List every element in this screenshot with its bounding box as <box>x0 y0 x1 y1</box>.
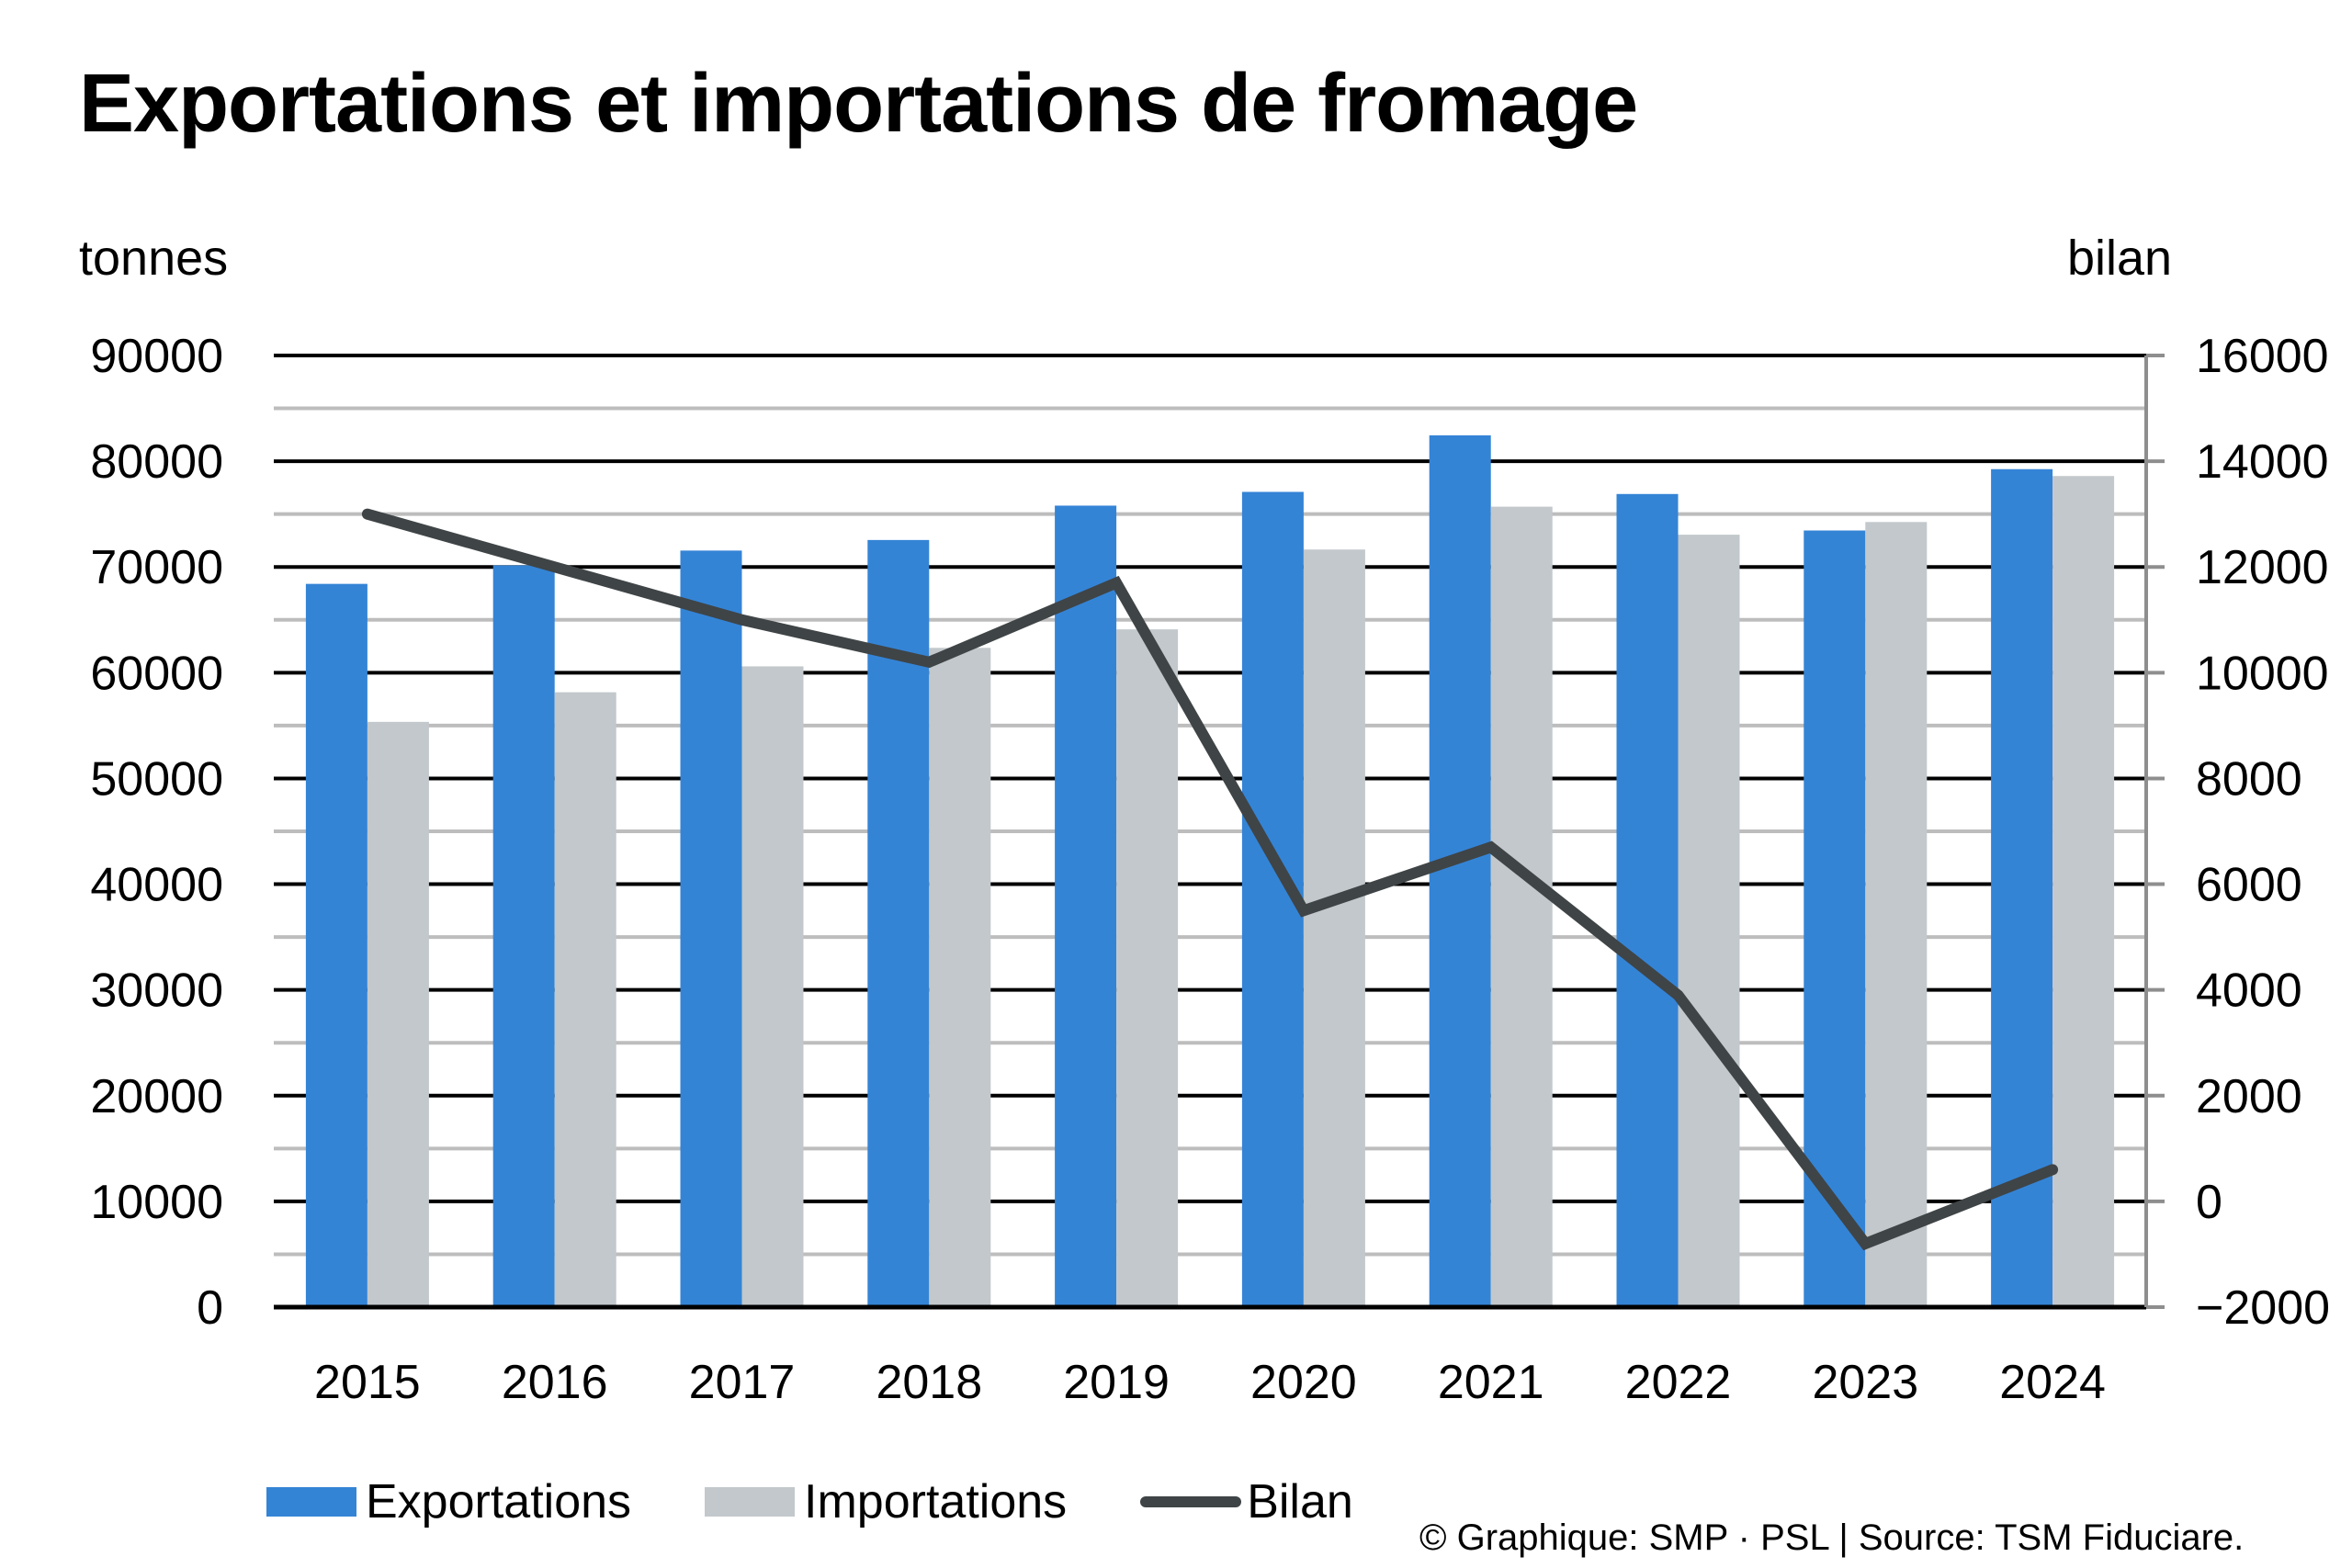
left-tick-label: 50000 <box>90 752 223 806</box>
x-tick-label-2024: 2024 <box>1999 1356 2106 1409</box>
legend-item-balance: Bilan <box>1140 1474 1353 1529</box>
exports-swatch-icon <box>266 1487 356 1517</box>
bar-exports-2022 <box>1616 493 1679 1307</box>
balance-line-icon <box>1140 1496 1242 1507</box>
bar-imports-2016 <box>554 692 616 1307</box>
x-tick-label-2020: 2020 <box>1250 1356 1357 1409</box>
x-tick-label-2019: 2019 <box>1063 1356 1170 1409</box>
left-tick-label: 80000 <box>90 435 223 489</box>
right-axis-unit-label: bilan <box>2067 231 2173 286</box>
left-tick-label: 0 <box>197 1281 223 1335</box>
x-tick-label-2022: 2022 <box>1625 1356 1732 1409</box>
left-tick-label: 60000 <box>90 647 223 700</box>
bar-imports-2019 <box>1116 629 1179 1307</box>
right-tick-label: 8000 <box>2196 752 2302 806</box>
x-tick-label-2018: 2018 <box>876 1356 982 1409</box>
imports-swatch-icon <box>705 1487 796 1517</box>
bar-exports-2017 <box>680 550 742 1307</box>
x-tick-label-2015: 2015 <box>314 1356 421 1409</box>
bar-exports-2015 <box>305 583 368 1307</box>
bar-exports-2016 <box>492 565 555 1307</box>
right-tick-label: 16000 <box>2196 330 2329 383</box>
left-tick-label: 10000 <box>90 1176 223 1229</box>
legend-item-exports: Exportations <box>266 1474 631 1529</box>
right-tick-label: 10000 <box>2196 647 2329 700</box>
left-tick-label: 70000 <box>90 541 223 594</box>
bar-imports-2024 <box>2052 476 2115 1307</box>
left-tick-label: 40000 <box>90 859 223 912</box>
right-tick-label: 0 <box>2196 1176 2222 1229</box>
right-tick-label: −2000 <box>2196 1281 2330 1335</box>
x-tick-label-2021: 2021 <box>1438 1356 1544 1409</box>
source-credit: © Graphique: SMP · PSL | Source: TSM Fid… <box>1419 1517 2245 1558</box>
x-tick-label-2016: 2016 <box>502 1356 608 1409</box>
chart-title: Exportations et importations de fromage <box>79 58 1638 150</box>
bar-exports-2018 <box>867 539 930 1307</box>
right-tick-label: 2000 <box>2196 1070 2302 1123</box>
axes <box>274 354 2165 1310</box>
right-tick-label: 14000 <box>2196 435 2329 489</box>
left-tick-label: 30000 <box>90 964 223 1018</box>
right-tick-label: 6000 <box>2196 859 2302 912</box>
bar-imports-2022 <box>1678 535 1740 1307</box>
bar-imports-2017 <box>741 666 804 1307</box>
balance-line <box>361 508 2059 1251</box>
right-tick-label: 4000 <box>2196 964 2302 1018</box>
right-tick-label: 12000 <box>2196 541 2329 594</box>
x-tick-labels: 2015 2016 2017 2018 2019 2020 2021 2022 2023 2024 <box>314 1356 2106 1409</box>
legend-item-imports: Importations <box>705 1474 1067 1529</box>
legend-label-balance: Bilan <box>1247 1475 1353 1529</box>
bar-imports-2021 <box>1490 506 1553 1307</box>
balance-line-group <box>361 508 2059 1251</box>
left-tick-labels: 0 10000 20000 30000 40000 50000 60000 70000 8000… <box>90 330 223 1335</box>
left-tick-label: 20000 <box>90 1070 223 1123</box>
bar-imports-2018 <box>929 648 991 1307</box>
bars <box>305 434 2115 1307</box>
right-tick-labels: −2000 0 2000 4000 6000 8000 10000 12000 14000 160… <box>2196 330 2330 1335</box>
bar-exports-2024 <box>1991 468 2053 1307</box>
bar-imports-2020 <box>1303 549 1365 1307</box>
left-tick-label: 90000 <box>90 330 223 383</box>
bar-exports-2023 <box>1804 530 1866 1307</box>
bar-imports-2015 <box>367 721 429 1307</box>
bar-exports-2021 <box>1429 434 1491 1307</box>
bar-exports-2019 <box>1055 505 1117 1307</box>
left-axis-unit-label: tonnes <box>79 231 229 286</box>
bar-imports-2023 <box>1865 522 1928 1307</box>
legend: Exportations Importations Bilan <box>266 1474 1427 1529</box>
legend-label-exports: Exportations <box>366 1475 632 1529</box>
x-tick-label-2017: 2017 <box>689 1356 796 1409</box>
legend-label-imports: Importations <box>804 1475 1068 1529</box>
x-tick-label-2023: 2023 <box>1812 1356 1918 1409</box>
